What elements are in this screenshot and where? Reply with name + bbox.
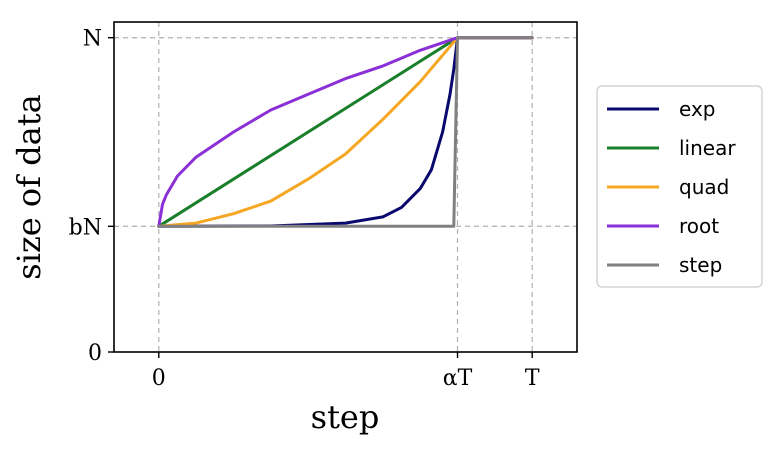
legend-label-root: root — [679, 214, 719, 238]
x-tick-label-0: 0 — [152, 366, 166, 391]
legend-label-linear: linear — [679, 136, 736, 160]
series-line-linear — [157, 36, 534, 228]
y-tick-label-0: 0 — [88, 341, 102, 366]
axis-ticks: 0 αT T 0 bN N — [69, 27, 540, 391]
y-tick-label-1: bN — [69, 215, 102, 240]
series-lines — [157, 36, 534, 228]
legend-box — [596, 85, 763, 288]
grid — [114, 22, 577, 352]
series-line-quad — [157, 36, 534, 228]
series-line-step — [157, 36, 534, 228]
legend-label-step: step — [679, 253, 722, 277]
legend-label-quad: quad — [679, 175, 729, 199]
x-axis-label: step — [311, 398, 380, 436]
y-axis-label: size of data — [10, 94, 48, 279]
series-line-exp — [157, 36, 534, 228]
legend: exp linear quad root step — [596, 85, 763, 288]
legend-label-exp: exp — [679, 97, 715, 121]
y-tick-label-2: N — [83, 27, 102, 52]
plot-frame — [113, 21, 578, 353]
x-tick-label-1: αT — [443, 366, 473, 391]
series-line-root — [157, 36, 534, 228]
x-tick-label-2: T — [525, 366, 540, 391]
